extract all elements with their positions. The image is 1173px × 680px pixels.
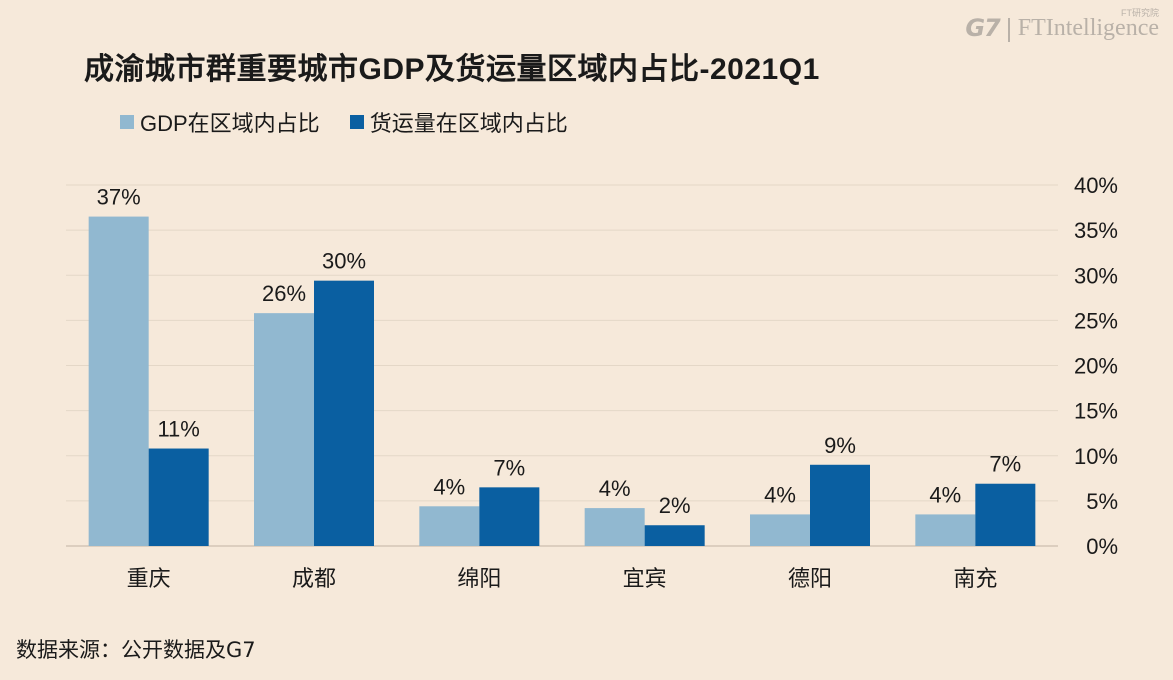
y-tick-label: 0% bbox=[1086, 534, 1118, 559]
legend-label-freight: 货运量在区域内占比 bbox=[369, 111, 568, 136]
source-note: 数据来源：公开数据及G7 bbox=[16, 638, 256, 662]
bar-gdp bbox=[750, 514, 810, 546]
bar-gdp bbox=[88, 216, 149, 546]
bar-freight bbox=[810, 464, 870, 546]
bar-freight bbox=[148, 448, 209, 546]
legend-swatch-gdp bbox=[120, 115, 134, 129]
legend-item-gdp: GDP在区域内占比 bbox=[120, 106, 320, 138]
bar-freight bbox=[975, 483, 1036, 546]
legend: GDP在区域内占比 货运量在区域内占比 bbox=[120, 106, 568, 138]
legend-label-gdp: GDP在区域内占比 bbox=[140, 111, 320, 136]
bar-gdp bbox=[254, 313, 314, 546]
logo-ft-text: FTIntelligence bbox=[1017, 15, 1159, 41]
y-tick-label: 40% bbox=[1074, 173, 1118, 198]
x-tick-label: 绵阳 bbox=[457, 567, 501, 592]
x-tick-label: 宜宾 bbox=[623, 567, 667, 592]
y-tick-label: 35% bbox=[1074, 218, 1118, 243]
data-label: 11% bbox=[157, 417, 199, 442]
y-tick-label: 5% bbox=[1086, 489, 1118, 514]
logo-g7: G7 bbox=[965, 14, 1000, 42]
data-label: 9% bbox=[824, 433, 856, 458]
x-tick-label: 南充 bbox=[953, 567, 997, 592]
chart-title: 成渝城市群重要城市GDP及货运量区域内占比-2021Q1 bbox=[84, 53, 820, 86]
x-tick-label: 成都 bbox=[292, 567, 336, 592]
x-tick-label: 德阳 bbox=[788, 567, 832, 592]
bar-freight bbox=[644, 525, 705, 546]
logo: G7 FTIntelligence FT研究院 bbox=[965, 8, 1159, 42]
legend-swatch-freight bbox=[349, 115, 364, 129]
y-tick-label: 20% bbox=[1074, 354, 1118, 379]
bar-gdp bbox=[419, 506, 480, 546]
y-tick-label: 25% bbox=[1074, 308, 1118, 333]
data-label: 7% bbox=[989, 452, 1021, 477]
data-label: 4% bbox=[433, 474, 465, 499]
data-label: 4% bbox=[764, 482, 796, 507]
logo-separator bbox=[1007, 18, 1010, 42]
bar-gdp bbox=[584, 508, 645, 546]
bar-freight bbox=[314, 280, 374, 546]
data-label: 4% bbox=[599, 476, 631, 501]
y-tick-label: 10% bbox=[1074, 444, 1118, 469]
y-tick-label: 30% bbox=[1074, 263, 1118, 288]
data-label: 30% bbox=[322, 249, 366, 274]
logo-ft: FTIntelligence FT研究院 bbox=[1017, 8, 1159, 42]
data-label: 26% bbox=[262, 281, 306, 306]
data-label: 7% bbox=[493, 455, 525, 480]
data-label: 2% bbox=[659, 493, 691, 518]
legend-item-freight: 货运量在区域内占比 bbox=[349, 106, 568, 138]
data-label: 37% bbox=[97, 185, 141, 210]
y-tick-label: 15% bbox=[1074, 399, 1118, 424]
x-tick-label: 重庆 bbox=[127, 567, 171, 592]
logo-ft-sub: FT研究院 bbox=[1121, 8, 1159, 18]
bar-gdp bbox=[915, 514, 976, 546]
data-label: 4% bbox=[929, 482, 961, 507]
bar-freight bbox=[479, 487, 540, 546]
